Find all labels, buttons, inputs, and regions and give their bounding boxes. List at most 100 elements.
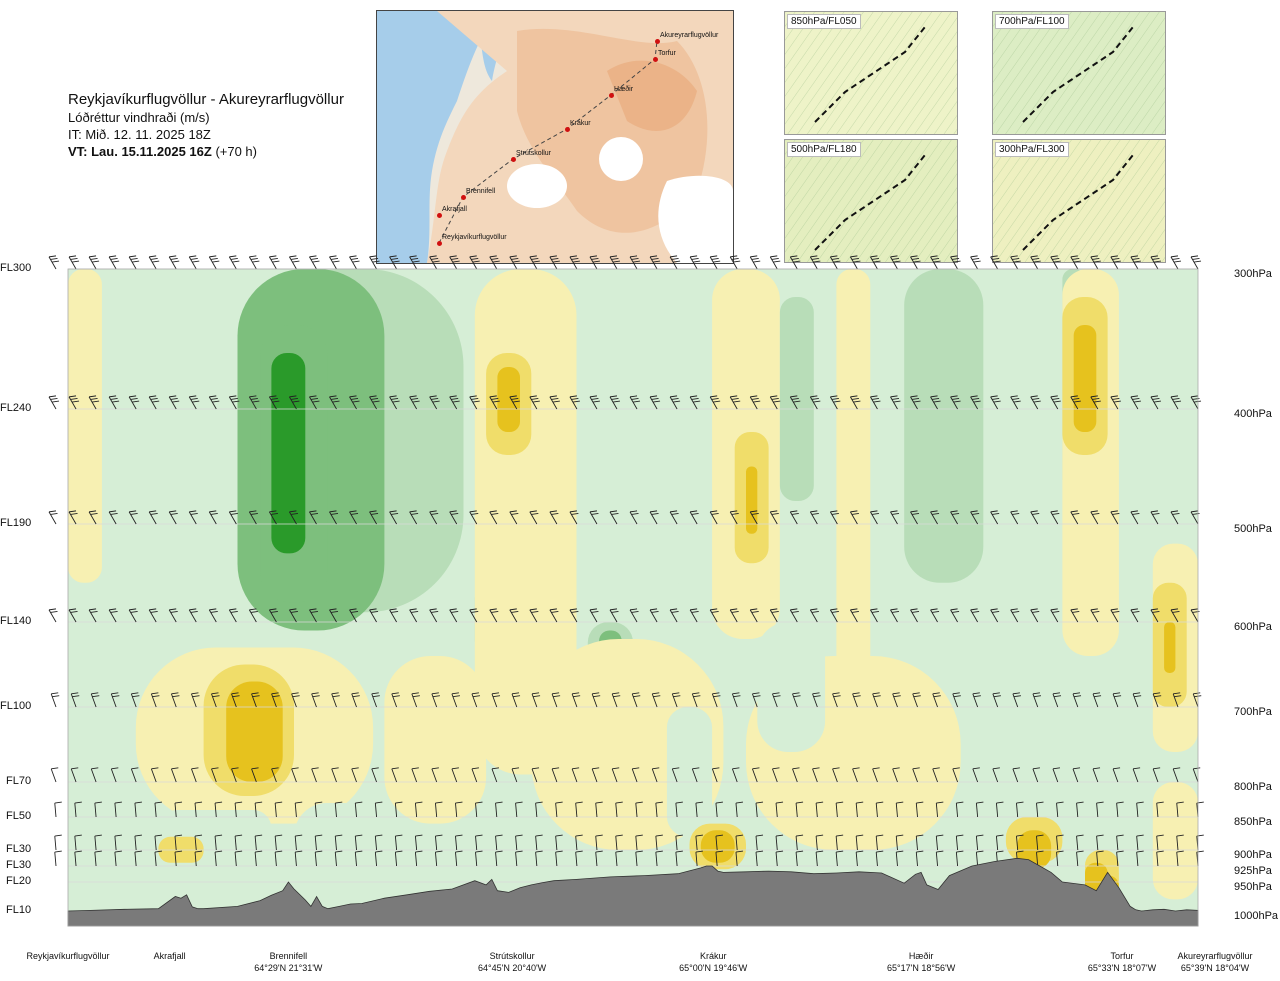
wind-barb — [531, 767, 540, 783]
wind-barb — [975, 801, 984, 818]
wind-barb — [1030, 608, 1040, 623]
wind-barb — [1110, 608, 1120, 623]
wind-barb — [168, 510, 178, 525]
wind-barb — [188, 395, 200, 410]
chart-title: Reykjavíkurflugvöllur - Akureyrarflugvöl… — [68, 91, 344, 108]
wind-barb — [792, 767, 800, 783]
wind-barb — [334, 834, 343, 851]
wind-barb — [391, 767, 399, 783]
wind-barb — [148, 608, 158, 623]
wind-barb — [571, 767, 580, 783]
wind-barb — [251, 692, 260, 708]
route-point — [655, 39, 660, 44]
wind-barb — [775, 801, 784, 818]
wind-barb — [1152, 692, 1162, 708]
wind-barb — [875, 834, 884, 851]
left-axis-label: FL30 — [6, 859, 32, 871]
wind-barb — [895, 801, 904, 818]
wind-barb — [649, 395, 661, 410]
wind-barb — [950, 608, 960, 623]
wind-barb — [709, 510, 719, 525]
wind-barb — [755, 834, 764, 851]
wind-barb — [248, 510, 258, 525]
wind-barb — [1130, 510, 1140, 525]
wind-barb — [1070, 608, 1080, 623]
wind-barb — [575, 834, 583, 851]
wind-barb — [1110, 510, 1120, 525]
wind-barb — [809, 510, 819, 525]
wind-barb — [691, 692, 701, 708]
wind-barb — [995, 801, 1004, 818]
velocity-cell — [135, 647, 374, 824]
wind-barb — [371, 767, 379, 783]
velocity-cell — [1062, 269, 1085, 490]
wind-barb — [329, 395, 340, 410]
route-point — [565, 127, 570, 132]
velocity-cell — [1085, 850, 1119, 900]
wind-barb — [168, 608, 178, 623]
wind-barb — [414, 834, 423, 851]
wind-barb — [268, 255, 280, 270]
wind-barb — [915, 801, 924, 818]
wind-barb — [935, 801, 944, 818]
wind-barb — [1190, 395, 1202, 410]
wind-barb — [231, 767, 239, 783]
wind-barb — [815, 850, 824, 867]
wind-barb — [254, 850, 263, 867]
wind-barb — [254, 834, 263, 851]
wind-barb — [609, 608, 619, 623]
velocity-cell — [700, 830, 735, 863]
wind-barb — [50, 767, 59, 783]
wind-barb — [935, 850, 944, 867]
wind-barb — [68, 510, 78, 525]
wind-barb — [68, 395, 80, 410]
velocity-cell — [1096, 875, 1119, 906]
wind-barb — [1092, 692, 1102, 708]
wind-barb — [110, 767, 119, 783]
plot-frame — [67, 268, 1199, 927]
left-axis-label: FL20 — [6, 875, 32, 887]
wind-barb — [271, 767, 279, 783]
wind-barb — [915, 850, 924, 867]
wind-barb — [729, 608, 739, 623]
wind-barb — [1012, 767, 1020, 783]
wind-barb — [555, 801, 563, 818]
velocity-cell — [779, 283, 826, 622]
wind-barb — [351, 767, 359, 783]
wind-barb — [289, 608, 298, 623]
velocity-cell — [836, 269, 871, 722]
wind-barb — [214, 850, 223, 867]
wind-barb — [769, 608, 779, 623]
wind-barb — [231, 692, 240, 708]
wind-barb — [995, 850, 1004, 867]
wind-barb — [134, 850, 142, 867]
velocity-cell — [587, 269, 701, 593]
wind-barb — [952, 767, 960, 783]
wind-barb — [194, 801, 203, 818]
chart-subtitle: Lóðréttur vindhraði (m/s) — [68, 110, 210, 125]
wind-barb — [872, 767, 880, 783]
waypoint-label: Hæðir 65°17'N 18°56'W — [887, 951, 956, 973]
wind-barb — [509, 608, 519, 623]
wind-barb — [268, 608, 278, 623]
wind-barb — [972, 767, 980, 783]
wind-barb — [48, 608, 58, 623]
wind-barb — [154, 801, 163, 818]
left-axis-label: FL30 — [6, 843, 32, 855]
wind-barb — [970, 395, 981, 410]
wind-barb — [130, 692, 140, 708]
wind-barb — [935, 834, 944, 851]
wind-barb — [829, 395, 841, 410]
route-point-label: Hæðir — [614, 86, 634, 93]
wind-barb — [475, 850, 483, 867]
wind-barb — [855, 834, 864, 851]
wind-barb — [992, 767, 1000, 783]
wind-barb — [108, 395, 120, 410]
wind-barb — [595, 801, 603, 818]
wind-barb — [772, 692, 781, 708]
wind-barb — [549, 510, 559, 525]
wind-barb — [354, 850, 363, 867]
wind-barb — [972, 692, 981, 708]
wind-barb — [829, 510, 839, 525]
wind-barb — [429, 510, 439, 525]
